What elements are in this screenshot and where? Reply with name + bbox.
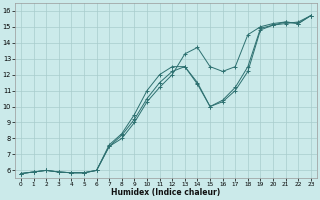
X-axis label: Humidex (Indice chaleur): Humidex (Indice chaleur) bbox=[111, 188, 220, 197]
